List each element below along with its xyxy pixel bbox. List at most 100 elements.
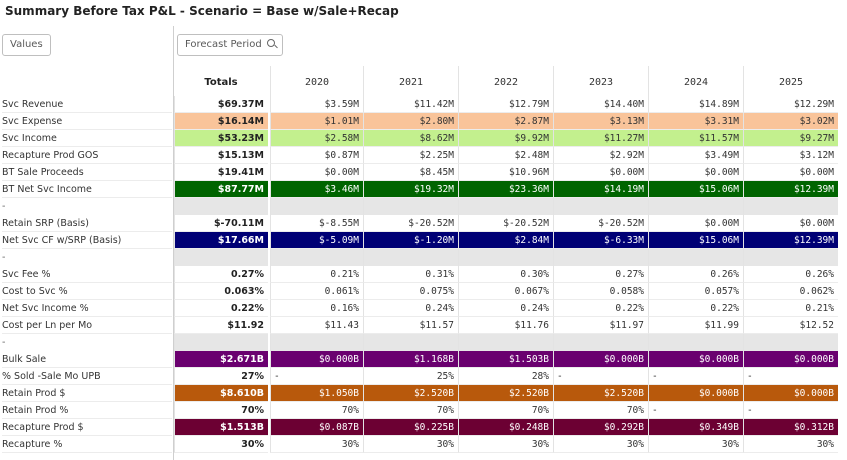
value-cell: $2.520B: [363, 385, 458, 402]
value-cell: $0.248B: [458, 419, 553, 436]
row-label[interactable]: Retain Prod %: [2, 402, 172, 419]
value-cell: $-20.52M: [363, 215, 458, 232]
row-dimension-label: Values: [10, 39, 43, 50]
value-cell: $2.80M: [363, 113, 458, 130]
total-cell: $2.671B: [174, 351, 268, 368]
row-label[interactable]: Svc Income: [2, 130, 172, 147]
value-cell: $-1.20M: [363, 232, 458, 249]
search-icon[interactable]: [266, 39, 275, 47]
column-header-year[interactable]: 2022: [458, 66, 553, 100]
row-label[interactable]: Cost per Ln per Mo: [2, 317, 172, 334]
value-cell: 0.22%: [553, 300, 648, 317]
total-cell: 70%: [174, 402, 268, 419]
row-label[interactable]: BT Sale Proceeds: [2, 164, 172, 181]
row-label[interactable]: Svc Expense: [2, 113, 172, 130]
value-cell: $1.01M: [270, 113, 363, 130]
value-cell: $0.000B: [648, 385, 743, 402]
value-cell: 0.16%: [270, 300, 363, 317]
value-cell: $3.46M: [270, 181, 363, 198]
total-cell: $8.610B: [174, 385, 268, 402]
value-cell: $1.503B: [458, 351, 553, 368]
value-cell: $12.39M: [743, 181, 838, 198]
row-label[interactable]: -: [2, 252, 6, 263]
table-row: % Sold -Sale Mo UPB 27% -25% 28% - - -: [0, 368, 840, 385]
row-label[interactable]: Bulk Sale: [2, 351, 172, 368]
row-label[interactable]: Net Svc Income %: [2, 300, 172, 317]
value-cell: $2.58M: [270, 130, 363, 147]
row-dimension-chip[interactable]: Values: [2, 34, 51, 56]
row-label[interactable]: Svc Fee %: [2, 266, 172, 283]
table-row: Net Svc Income % 0.22% 0.16% 0.24% 0.24% 0.22…: [0, 300, 840, 317]
total-cell: 0.27%: [174, 266, 268, 283]
value-cell: 30%: [458, 436, 553, 453]
total-cell: [174, 249, 268, 266]
table-row: -: [0, 198, 840, 215]
value-cell: $12.39M: [743, 232, 838, 249]
total-cell: 0.063%: [174, 283, 268, 300]
total-cell: $1.513B: [174, 419, 268, 436]
value-cell: $-6.33M: [553, 232, 648, 249]
value-cell: $1.050B: [270, 385, 363, 402]
value-cell: 0.31%: [363, 266, 458, 283]
row-label[interactable]: BT Net Svc Income: [2, 181, 172, 198]
value-cell: $0.00M: [743, 164, 838, 181]
value-cell: -: [743, 402, 838, 419]
value-cell: 0.30%: [458, 266, 553, 283]
column-header-year[interactable]: 2023: [553, 66, 648, 100]
table-row: Cost per Ln per Mo $11.92 $11.43 $11.57 $11.…: [0, 317, 840, 334]
value-cell: $3.02M: [743, 113, 838, 130]
total-cell: $87.77M: [174, 181, 268, 198]
value-cell: [363, 249, 458, 266]
table-row: Net Svc CF w/SRP (Basis) $17.66M $-5.09M $-…: [0, 232, 840, 249]
column-header-year[interactable]: 2021: [363, 66, 458, 100]
value-cell: $0.225B: [363, 419, 458, 436]
column-dimension-chip[interactable]: Forecast Period: [177, 34, 283, 56]
total-cell: $11.92: [174, 317, 268, 334]
row-label[interactable]: Net Svc CF w/SRP (Basis): [2, 232, 172, 249]
total-cell: [174, 334, 268, 351]
row-label[interactable]: -: [2, 201, 6, 212]
value-cell: $-5.09M: [270, 232, 363, 249]
value-cell: 0.058%: [553, 283, 648, 300]
value-cell: 0.27%: [553, 266, 648, 283]
value-cell: $9.27M: [743, 130, 838, 147]
value-cell: 30%: [648, 436, 743, 453]
value-cell: $11.97: [553, 317, 648, 334]
row-label[interactable]: Cost to Svc %: [2, 283, 172, 300]
column-header-year[interactable]: 2025: [743, 66, 838, 100]
row-label[interactable]: Retain SRP (Basis): [2, 215, 172, 232]
value-cell: 0.24%: [363, 300, 458, 317]
row-label[interactable]: Svc Revenue: [2, 96, 172, 113]
row-label[interactable]: -: [2, 337, 6, 348]
value-cell: 70%: [270, 402, 363, 419]
value-cell: $9.92M: [458, 130, 553, 147]
value-cell: [553, 249, 648, 266]
column-header-year[interactable]: 2020: [270, 66, 363, 100]
value-cell: [270, 198, 363, 215]
value-cell: $2.520B: [553, 385, 648, 402]
total-cell: $16.14M: [174, 113, 268, 130]
column-header-totals[interactable]: Totals: [204, 77, 238, 88]
table-row: Svc Expense $16.14M $1.01M $2.80M $2.87M $3.1…: [0, 113, 840, 130]
value-cell: $0.000B: [553, 351, 648, 368]
value-cell: $3.31M: [648, 113, 743, 130]
value-cell: -: [553, 368, 648, 385]
row-label[interactable]: Retain Prod $: [2, 385, 172, 402]
table-row: Retain Prod % 70% 70% 70% 70% 70% - -: [0, 402, 840, 419]
value-cell: $2.87M: [458, 113, 553, 130]
value-cell: $0.000B: [743, 351, 838, 368]
value-cell: $2.92M: [553, 147, 648, 164]
row-label[interactable]: % Sold -Sale Mo UPB: [2, 368, 172, 385]
value-cell: $0.087B: [270, 419, 363, 436]
value-cell: -: [648, 368, 743, 385]
row-label[interactable]: Recapture %: [2, 436, 172, 453]
value-cell: 0.067%: [458, 283, 553, 300]
value-cell: -: [270, 368, 363, 385]
value-cell: 30%: [363, 436, 458, 453]
column-header-year[interactable]: 2024: [648, 66, 743, 100]
table-row: -: [0, 249, 840, 266]
row-label[interactable]: Recapture Prod GOS: [2, 147, 172, 164]
table-row: -: [0, 334, 840, 351]
value-cell: $3.49M: [648, 147, 743, 164]
row-label[interactable]: Recapture Prod $: [2, 419, 172, 436]
